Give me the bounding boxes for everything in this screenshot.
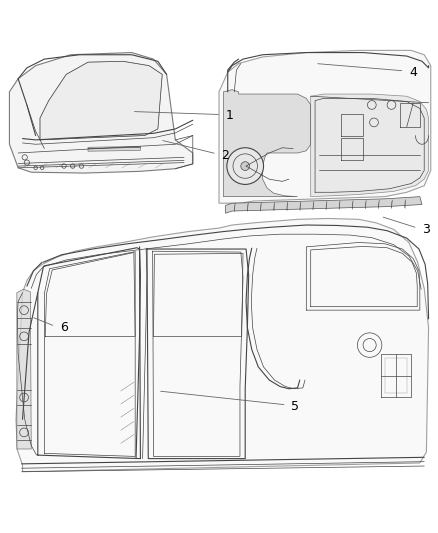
Text: 5: 5 [291, 400, 299, 413]
Polygon shape [311, 94, 428, 197]
Text: 6: 6 [60, 321, 67, 334]
Text: 3: 3 [422, 223, 430, 236]
Text: 4: 4 [409, 66, 417, 79]
Polygon shape [226, 197, 422, 213]
Polygon shape [10, 53, 193, 173]
Text: 2: 2 [221, 149, 229, 161]
Polygon shape [40, 61, 162, 140]
Text: 1: 1 [226, 109, 233, 123]
Circle shape [227, 148, 264, 184]
Polygon shape [16, 219, 428, 472]
Polygon shape [17, 289, 31, 449]
Polygon shape [223, 90, 311, 197]
Polygon shape [88, 147, 141, 151]
Circle shape [241, 161, 250, 171]
Polygon shape [219, 51, 431, 203]
